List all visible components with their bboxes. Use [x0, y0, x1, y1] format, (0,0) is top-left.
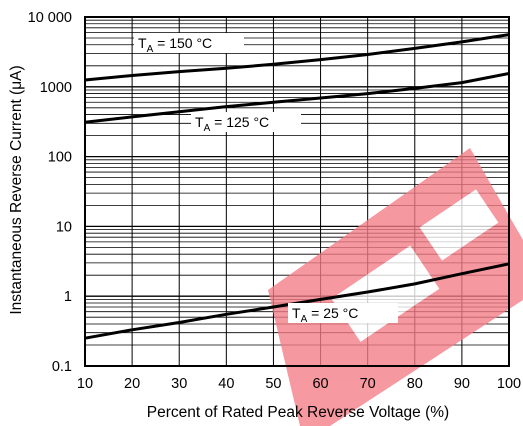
- x-tick-labels: 10 20 30 40 50 60 70 80 90 100: [77, 376, 521, 392]
- series-line: [84, 33, 510, 82]
- plot-frame: [84, 16, 510, 367]
- y-tick-label: 0.1: [52, 359, 72, 375]
- y-tick-label: 10 000: [28, 10, 72, 26]
- series-line: [84, 72, 510, 124]
- x-tick-label: 50: [265, 376, 281, 392]
- x-tick-label: 60: [312, 376, 328, 392]
- x-axis-title: Percent of Rated Peak Reverse Voltage (%…: [147, 404, 449, 421]
- x-tick-label: 70: [360, 376, 376, 392]
- series-label-background: [191, 112, 301, 132]
- x-tick-label: 80: [407, 376, 423, 392]
- y-axis-title: Instantaneous Reverse Current (μA): [8, 65, 25, 314]
- x-tick-label: 90: [454, 376, 470, 392]
- series-label: TA = 150 °C: [138, 35, 212, 55]
- y-tick-label: 10: [56, 219, 72, 235]
- y-tick-label: 100: [48, 150, 72, 166]
- x-tick-label: 10: [77, 376, 93, 392]
- y-tick-label: 1000: [40, 80, 72, 96]
- series-label-background: [134, 33, 244, 53]
- x-tick-label: 100: [497, 376, 521, 392]
- x-tick-label: 30: [171, 376, 187, 392]
- series-label: TA = 25 °C: [292, 305, 358, 325]
- curve-labels: TA = 150 °C TA = 125 °C TA = 25 °C: [134, 33, 398, 325]
- x-tick-label: 40: [218, 376, 234, 392]
- series-label: TA = 125 °C: [195, 114, 269, 134]
- x-tick-label: 20: [124, 376, 140, 392]
- series-label-background: [288, 303, 398, 323]
- y-tick-label: 1: [64, 289, 72, 305]
- y-tick-labels: 0.1 1 10 100 1000 10 000: [28, 10, 72, 375]
